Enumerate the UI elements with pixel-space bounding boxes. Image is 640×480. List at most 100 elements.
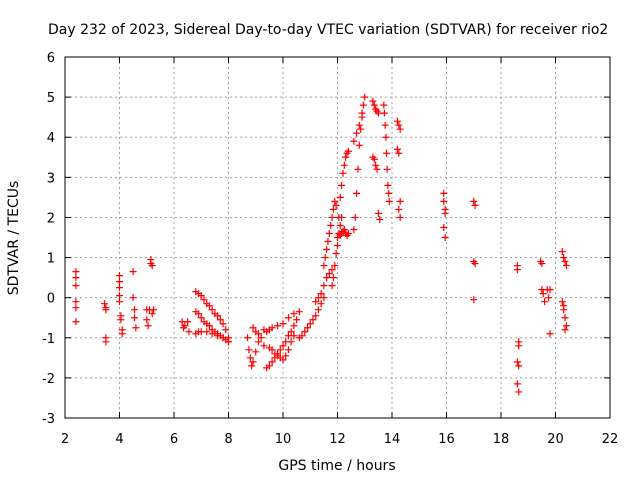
- data-point: [116, 284, 123, 292]
- data-point: [541, 298, 549, 306]
- data-point: [382, 133, 390, 141]
- data-point: [321, 254, 329, 262]
- data-point: [393, 117, 401, 125]
- data-point: [513, 358, 521, 366]
- data-point: [72, 304, 80, 312]
- data-point: [102, 306, 110, 314]
- data-point: [385, 189, 393, 197]
- data-point: [374, 109, 382, 117]
- x-tick-label: 8: [224, 432, 232, 447]
- y-tick-label: 4: [47, 131, 55, 146]
- data-point: [72, 274, 80, 282]
- chart-title: Day 232 of 2023, Sidereal Day-to-day VTE…: [48, 22, 608, 38]
- data-point: [101, 300, 109, 308]
- data-point: [254, 330, 262, 338]
- series-seg-15.9: [440, 189, 449, 241]
- data-point: [558, 298, 566, 306]
- data-point: [385, 197, 393, 205]
- series-peak-e: [380, 101, 393, 205]
- series-rise-e: [312, 266, 336, 306]
- data-point: [129, 294, 137, 302]
- y-axis-label: SDTVAR / TECUs: [6, 181, 22, 296]
- data-point: [184, 318, 192, 326]
- data-point: [268, 346, 276, 354]
- y-tick-label: 5: [47, 91, 55, 106]
- data-point: [304, 324, 312, 332]
- data-point: [116, 272, 123, 280]
- data-point: [148, 310, 156, 318]
- series-seg-18.6: [513, 262, 523, 396]
- data-point: [396, 197, 404, 205]
- series-seg-6.5: [178, 318, 193, 336]
- data-point: [130, 314, 138, 322]
- data-point: [471, 260, 479, 268]
- series-seg-19.5: [537, 258, 554, 338]
- data-point: [546, 330, 554, 338]
- data-point: [219, 334, 227, 342]
- series-seg-5.0: [143, 256, 158, 330]
- x-tick-label: 18: [493, 432, 510, 447]
- data-point: [72, 268, 80, 276]
- data-point: [116, 298, 123, 306]
- data-point: [395, 205, 403, 213]
- y-tick-label: 1: [47, 252, 55, 267]
- data-point: [328, 266, 336, 274]
- data-point: [282, 352, 290, 360]
- data-point: [538, 260, 546, 268]
- data-point: [381, 121, 389, 129]
- x-tick-label: 10: [275, 432, 292, 447]
- y-tick-label: 6: [47, 51, 55, 66]
- data-point: [358, 113, 366, 121]
- data-point: [340, 161, 348, 169]
- data-point: [370, 155, 378, 163]
- data-point: [248, 362, 256, 370]
- data-point: [284, 314, 292, 322]
- data-point: [320, 282, 328, 290]
- data-point: [515, 388, 523, 396]
- data-point: [515, 362, 523, 370]
- data-point: [384, 181, 392, 189]
- data-point: [254, 338, 262, 346]
- data-point: [339, 169, 347, 177]
- data-point: [323, 274, 331, 282]
- x-tick-label: 12: [329, 432, 346, 447]
- data-point: [355, 141, 363, 149]
- x-tick-label: 6: [170, 432, 178, 447]
- series-rise-c: [260, 308, 303, 336]
- series-arc-low: [192, 328, 232, 346]
- data-point: [246, 354, 254, 362]
- data-point: [295, 308, 303, 316]
- data-point: [334, 242, 341, 250]
- series-steep-a: [320, 197, 340, 270]
- data-point: [336, 193, 344, 201]
- data-point: [244, 334, 252, 342]
- data-point: [249, 324, 257, 332]
- series-rise-d: [295, 294, 328, 342]
- data-point: [312, 298, 320, 306]
- data-point: [561, 314, 569, 322]
- data-point: [200, 296, 208, 304]
- data-point: [268, 324, 276, 332]
- data-point: [252, 348, 260, 356]
- data-point: [197, 292, 205, 300]
- data-point: [197, 314, 205, 322]
- data-point: [208, 330, 216, 338]
- data-point: [562, 322, 570, 330]
- data-point: [353, 129, 361, 137]
- data-point: [470, 296, 478, 304]
- data-point: [219, 320, 227, 328]
- data-point: [332, 201, 340, 209]
- data-point: [376, 215, 384, 223]
- data-point: [395, 149, 403, 157]
- data-point: [309, 316, 317, 324]
- data-point: [328, 282, 336, 290]
- data-point: [332, 250, 340, 258]
- series-rise-a: [263, 316, 301, 372]
- data-point: [545, 294, 553, 302]
- data-point: [129, 268, 137, 276]
- data-point: [323, 246, 331, 254]
- data-point: [150, 306, 158, 314]
- series-seg-17.0: [470, 197, 479, 304]
- data-point: [214, 332, 222, 340]
